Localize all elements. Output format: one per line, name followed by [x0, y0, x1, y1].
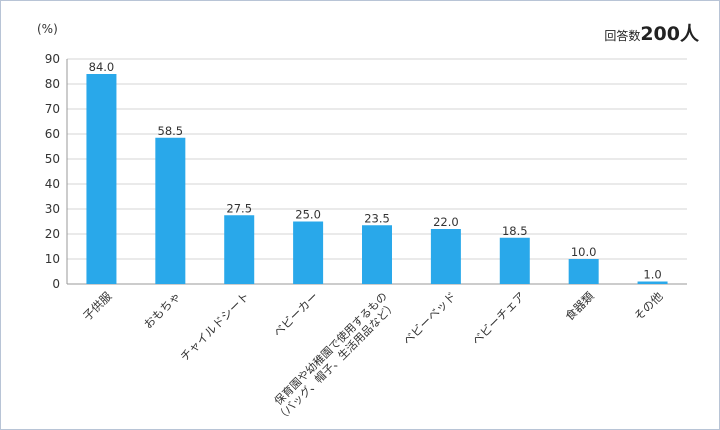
- x-tick-label-line: ベビーカー: [271, 289, 322, 340]
- y-tick-label: 90: [45, 52, 60, 66]
- x-tick-label-line: おもちゃ: [141, 289, 183, 331]
- x-tick-label: 保育園や幼稚園で使用するもの（バッグ、帽子、生活用品など）: [271, 289, 399, 424]
- y-tick-label: 0: [52, 277, 60, 291]
- x-tick-label-line: ベビーチェア: [469, 289, 528, 348]
- data-label: 23.5: [364, 211, 390, 225]
- bar: [568, 259, 599, 284]
- x-tick-label-line: 保育園や幼稚園で使用するもの: [271, 289, 390, 408]
- x-tick-label-line: 食器類: [562, 289, 597, 324]
- y-tick-label: 40: [45, 177, 60, 191]
- bar: [637, 281, 668, 284]
- data-label: 58.5: [158, 124, 184, 138]
- x-tick-label: ベビーカー: [271, 289, 322, 340]
- data-label: 10.0: [571, 245, 597, 259]
- y-axis-unit-label: (%): [37, 22, 58, 36]
- respondent-count: 回答数200人: [604, 19, 699, 46]
- x-tick-label: その他: [631, 289, 666, 324]
- y-tick-label: 10: [45, 252, 60, 266]
- bar: [293, 221, 324, 284]
- data-label: 84.0: [89, 60, 115, 74]
- bar: [362, 225, 392, 284]
- y-tick-label: 50: [45, 152, 60, 166]
- data-label: 22.0: [433, 215, 459, 229]
- y-tick-label: 60: [45, 127, 60, 141]
- y-tick-label: 30: [45, 202, 60, 216]
- y-tick-label: 80: [45, 77, 60, 91]
- bar: [224, 215, 255, 284]
- x-tick-label-line: ベビーベッド: [400, 289, 459, 348]
- bar: [499, 237, 530, 284]
- y-tick-label: 20: [45, 227, 60, 241]
- data-label: 27.5: [226, 201, 252, 215]
- data-label: 25.0: [295, 208, 321, 222]
- bar: [86, 74, 117, 284]
- bar: [155, 137, 186, 284]
- respondent-count-label: 回答数: [604, 29, 641, 43]
- x-tick-label: ベビーチェア: [469, 289, 528, 348]
- x-tick-label: 食器類: [562, 289, 597, 324]
- x-tick-label: チャイルドシート: [177, 289, 252, 364]
- x-tick-label: 子供服: [80, 289, 115, 324]
- x-tick-label: おもちゃ: [141, 289, 183, 331]
- x-tick-label-line: その他: [631, 289, 666, 324]
- bar: [430, 229, 461, 284]
- data-label: 18.5: [502, 224, 528, 238]
- y-tick-label: 70: [45, 102, 60, 116]
- x-tick-label-line: チャイルドシート: [177, 289, 252, 364]
- data-label: 1.0: [643, 268, 661, 282]
- respondent-count-value: 200人: [640, 23, 699, 45]
- x-tick-label: ベビーベッド: [400, 289, 459, 348]
- x-tick-label-line: 子供服: [80, 289, 115, 324]
